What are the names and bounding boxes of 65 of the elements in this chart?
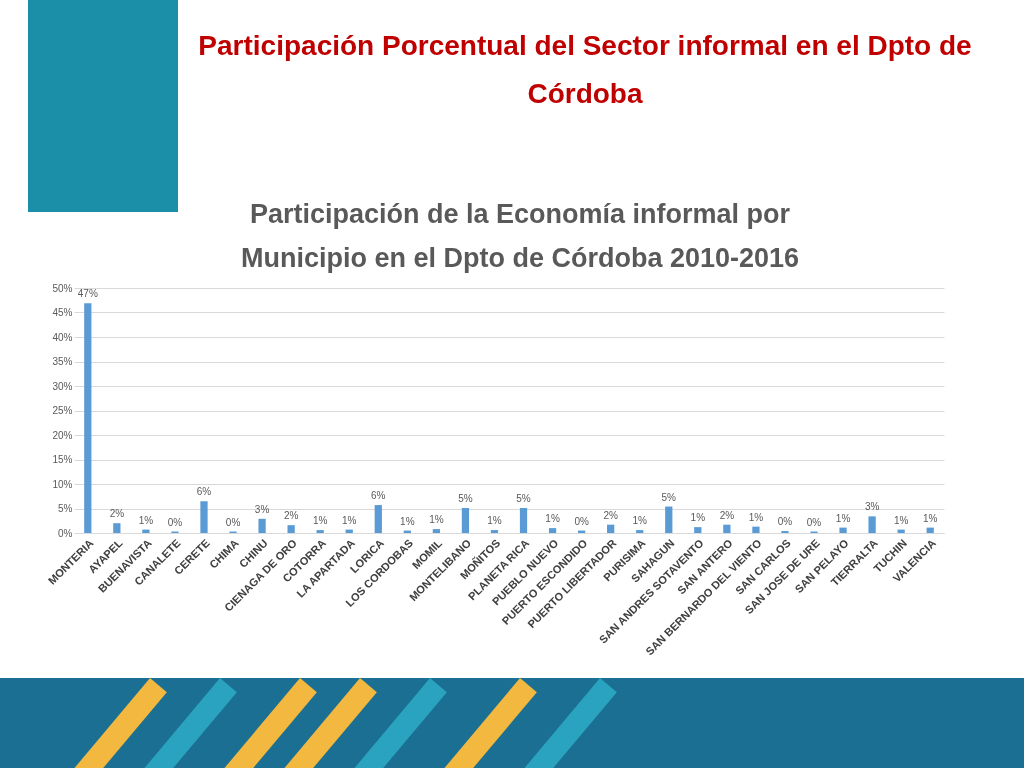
bar	[461, 508, 470, 533]
y-tick-label: 35%	[52, 356, 73, 367]
data-label: 0%	[225, 516, 241, 528]
data-label: 6%	[371, 490, 386, 502]
y-tick-label: 25%	[52, 405, 73, 416]
bar	[926, 527, 934, 533]
data-label: 5%	[458, 493, 473, 505]
data-label: 3%	[864, 501, 880, 513]
chart-title: Participación Porcentual del Sector informal en el Dpto de Córdoba	[197, 29, 973, 111]
data-label: 6%	[196, 486, 212, 498]
y-tick-label: 45%	[52, 307, 73, 318]
y-tick-label: 15%	[52, 454, 73, 465]
y-tick-label: 50%	[52, 282, 73, 294]
data-label: 2%	[283, 510, 299, 522]
bar	[665, 506, 673, 533]
bar	[519, 508, 528, 533]
y-tick-label: 20%	[52, 429, 73, 441]
data-label: 1%	[429, 514, 444, 526]
data-label: 1%	[138, 514, 154, 526]
bar	[258, 518, 266, 533]
data-label: 3%	[254, 503, 270, 515]
y-tick-label: 40%	[52, 331, 73, 343]
bar	[607, 524, 615, 533]
data-label: 0%	[806, 516, 822, 528]
data-label: 47%	[77, 288, 98, 300]
y-tick-label: 30%	[52, 380, 73, 392]
data-label: 1%	[922, 512, 938, 524]
bar	[432, 529, 441, 533]
data-label: 1%	[632, 515, 648, 527]
data-label: 1%	[487, 515, 502, 527]
data-label: 5%	[516, 493, 531, 505]
bar	[287, 525, 295, 533]
data-label: 1%	[342, 514, 357, 526]
data-label: 5%	[661, 491, 677, 503]
bar	[84, 303, 92, 533]
bar	[113, 523, 121, 533]
data-label: 0%	[777, 516, 793, 528]
data-label: 2%	[719, 509, 735, 521]
y-tick-label: 5%	[58, 503, 73, 514]
bar	[142, 529, 150, 533]
bar	[723, 524, 731, 533]
data-label: 2%	[603, 509, 618, 521]
bar	[752, 526, 760, 533]
y-tick-label: 10%	[52, 478, 73, 490]
y-tick-label: 0%	[58, 527, 73, 539]
data-label: 0%	[574, 515, 589, 527]
data-label: 0%	[167, 516, 183, 528]
data-label: 1%	[400, 515, 415, 527]
data-label: 1%	[893, 514, 909, 526]
bar	[868, 516, 876, 533]
bar	[200, 501, 208, 533]
bar	[636, 530, 644, 533]
data-label: 1%	[748, 511, 764, 523]
bar	[374, 505, 382, 533]
data-label: 1%	[690, 512, 706, 524]
data-label: 1%	[545, 513, 560, 525]
data-label: 2%	[109, 508, 125, 520]
bar	[316, 530, 324, 533]
bar	[490, 530, 499, 533]
bar	[548, 528, 557, 533]
data-label: 1%	[312, 515, 328, 527]
bar	[694, 527, 702, 533]
chart-subtitle: Participación de la Economía informal por Municipio en el Dpto de Córdoba 2010-2016	[239, 198, 801, 275]
bar	[839, 527, 847, 533]
data-label: 1%	[835, 512, 851, 524]
